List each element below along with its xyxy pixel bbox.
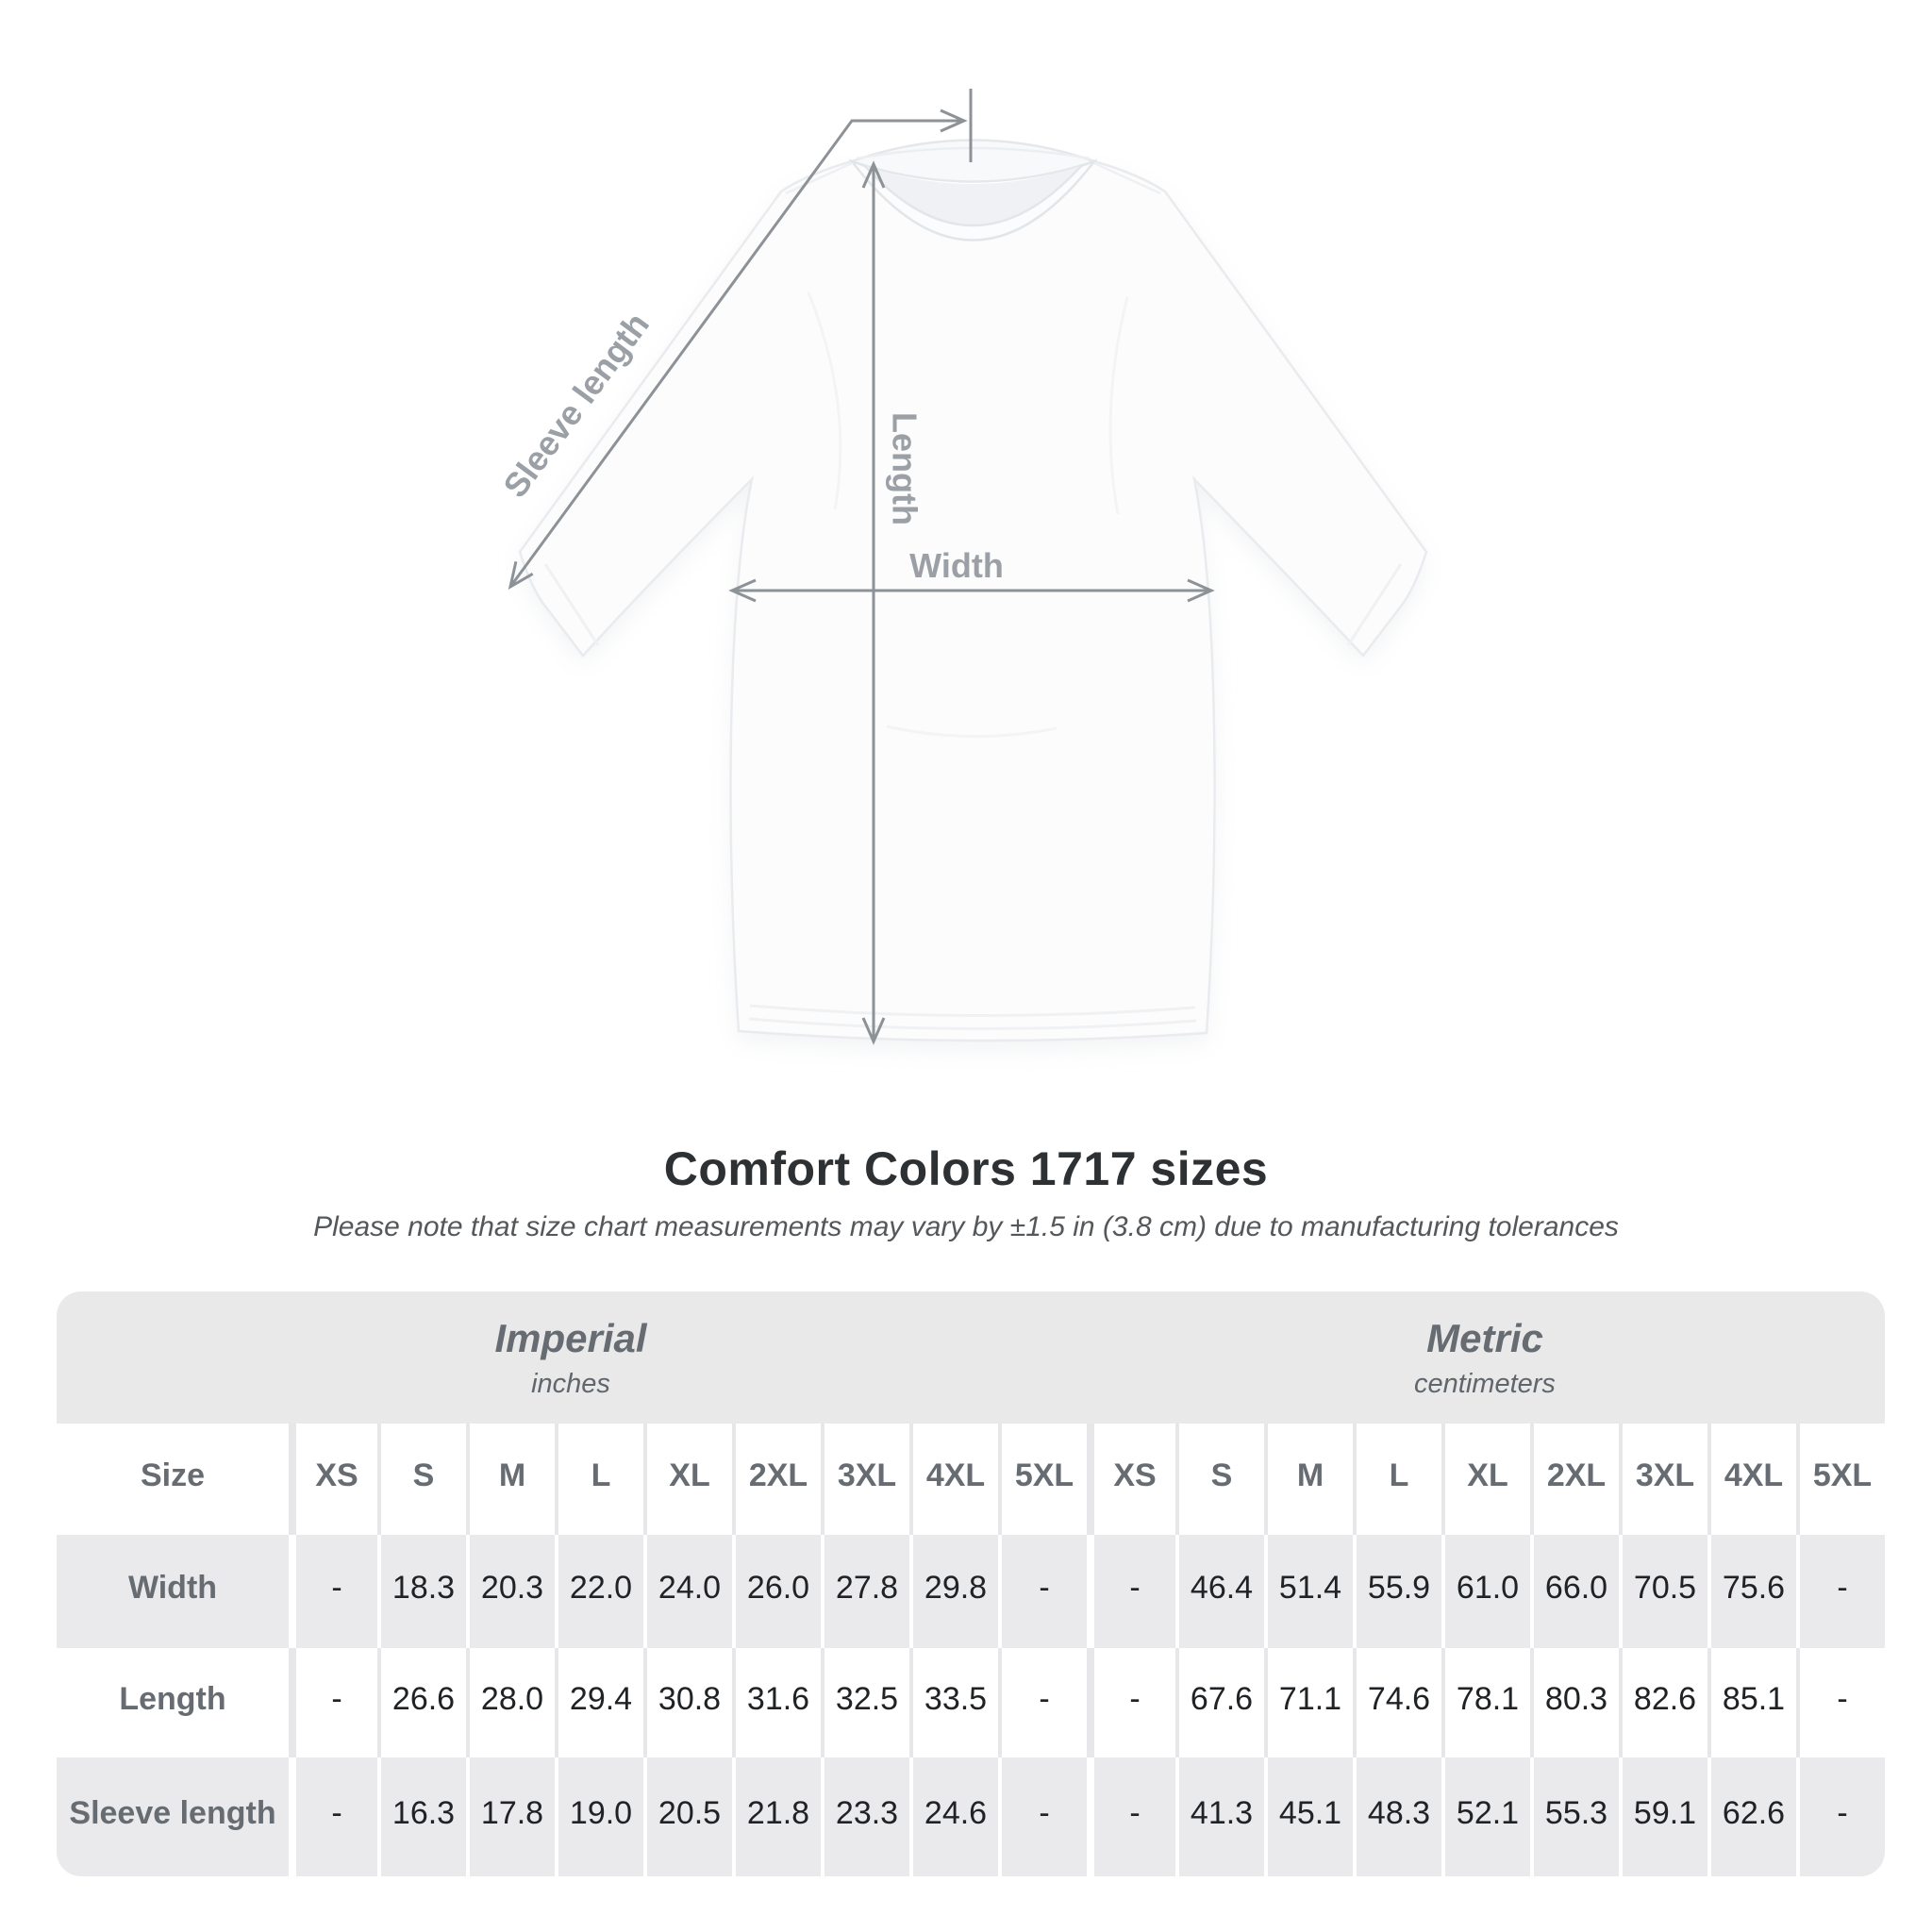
value-cell: - xyxy=(289,1757,377,1876)
value-cell: 29.8 xyxy=(909,1535,998,1648)
measurement-row-sleeve-length: Sleeve length - 16.3 17.8 19.0 20.5 21.8… xyxy=(57,1757,1885,1876)
size-header-cell: 5XL xyxy=(998,1424,1087,1535)
size-header-cell: XL xyxy=(1441,1424,1530,1535)
value-cell: 18.3 xyxy=(377,1535,466,1648)
unit-group-label: Imperial xyxy=(494,1315,647,1360)
row-label: Sleeve length xyxy=(69,1794,276,1831)
value-cell: 46.4 xyxy=(1175,1535,1264,1648)
size-header-cell: S xyxy=(377,1424,466,1535)
size-header-cell: L xyxy=(1353,1424,1441,1535)
value-cell: 28.0 xyxy=(466,1648,555,1757)
value-cell: 26.6 xyxy=(377,1648,466,1757)
value-cell: - xyxy=(1796,1757,1885,1876)
size-header-cell: 5XL xyxy=(1796,1424,1885,1535)
sleeve-length-arrow xyxy=(508,108,968,591)
value-cell: - xyxy=(289,1535,377,1648)
value-cell: - xyxy=(998,1535,1087,1648)
tshirt-body xyxy=(518,159,1428,1042)
size-header-cell: 2XL xyxy=(732,1424,821,1535)
value-cell: - xyxy=(1796,1535,1885,1648)
value-cell: 71.1 xyxy=(1264,1648,1353,1757)
value-cell: 26.0 xyxy=(732,1535,821,1648)
value-cell: 75.6 xyxy=(1707,1535,1796,1648)
size-header-cell: S xyxy=(1175,1424,1264,1535)
unit-group-units: centimeters xyxy=(1414,1368,1556,1399)
value-cell: 82.6 xyxy=(1619,1648,1707,1757)
value-cell: 20.3 xyxy=(466,1535,555,1648)
page-title: Comfort Colors 1717 sizes xyxy=(663,1142,1269,1195)
size-header-cell: 3XL xyxy=(821,1424,909,1535)
value-cell: - xyxy=(998,1757,1087,1876)
tshirt-measurement-diagram: Sleeve length Length Width xyxy=(495,89,1428,1051)
value-cell: 24.6 xyxy=(909,1757,998,1876)
value-cell: 70.5 xyxy=(1619,1535,1707,1648)
value-cell: 55.9 xyxy=(1353,1535,1441,1648)
size-header-cell: 2XL xyxy=(1530,1424,1619,1535)
value-cell: 33.5 xyxy=(909,1648,998,1757)
value-cell: 80.3 xyxy=(1530,1648,1619,1757)
row-label: Width xyxy=(127,1569,218,1606)
value-cell: 48.3 xyxy=(1353,1757,1441,1876)
unit-group-label: Metric xyxy=(1426,1315,1543,1360)
value-cell: 61.0 xyxy=(1441,1535,1530,1648)
value-cell: 78.1 xyxy=(1441,1648,1530,1757)
value-cell: 74.6 xyxy=(1353,1648,1441,1757)
value-cell: 59.1 xyxy=(1619,1757,1707,1876)
length-label: Length xyxy=(885,412,924,525)
value-cell: 51.4 xyxy=(1264,1535,1353,1648)
row-label: Length xyxy=(119,1680,226,1717)
value-cell: 85.1 xyxy=(1707,1648,1796,1757)
value-cell: 55.3 xyxy=(1530,1757,1619,1876)
value-cell: 23.3 xyxy=(821,1757,909,1876)
size-header-cell: M xyxy=(466,1424,555,1535)
value-cell: 20.5 xyxy=(643,1757,732,1876)
page-subtitle: Please note that size chart measurements… xyxy=(313,1211,1619,1242)
measurement-row-width: Width - 18.3 20.3 22.0 24.0 26.0 27.8 29… xyxy=(57,1535,1885,1648)
value-cell: 17.8 xyxy=(466,1757,555,1876)
value-cell: 30.8 xyxy=(643,1648,732,1757)
unit-group-imperial: Imperial inches xyxy=(57,1291,1085,1424)
value-cell: 19.0 xyxy=(555,1757,643,1876)
value-cell: 29.4 xyxy=(555,1648,643,1757)
value-cell: - xyxy=(1087,1648,1175,1757)
value-cell: - xyxy=(1087,1535,1175,1648)
size-column-header: Size xyxy=(140,1457,206,1493)
size-header-cell: L xyxy=(555,1424,643,1535)
size-header-cell: M xyxy=(1264,1424,1353,1535)
width-label: Width xyxy=(909,546,1004,585)
size-header-cell: 3XL xyxy=(1619,1424,1707,1535)
value-cell: 16.3 xyxy=(377,1757,466,1876)
value-cell: 41.3 xyxy=(1175,1757,1264,1876)
tshirt-hem-stitch xyxy=(748,1004,1197,1031)
value-cell: - xyxy=(289,1648,377,1757)
size-header-cell: 4XL xyxy=(1707,1424,1796,1535)
measurement-row-length: Length - 26.6 28.0 29.4 30.8 31.6 32.5 3… xyxy=(57,1648,1885,1757)
value-cell: 21.8 xyxy=(732,1757,821,1876)
value-cell: 52.1 xyxy=(1441,1757,1530,1876)
value-cell: - xyxy=(998,1648,1087,1757)
value-cell: 67.6 xyxy=(1175,1648,1264,1757)
value-cell: 45.1 xyxy=(1264,1757,1353,1876)
unit-group-metric: Metric centimeters xyxy=(1085,1291,1885,1424)
size-header-cell: XS xyxy=(1087,1424,1175,1535)
value-cell: 62.6 xyxy=(1707,1757,1796,1876)
size-header-cell: XS xyxy=(289,1424,377,1535)
value-cell: 31.6 xyxy=(732,1648,821,1757)
value-cell: - xyxy=(1796,1648,1885,1757)
size-table: Imperial inches Metric centimeters Size … xyxy=(57,1291,1885,1876)
size-header-cell: 4XL xyxy=(909,1424,998,1535)
value-cell: 22.0 xyxy=(555,1535,643,1648)
value-cell: - xyxy=(1087,1757,1175,1876)
size-header-cell: XL xyxy=(643,1424,732,1535)
value-cell: 66.0 xyxy=(1530,1535,1619,1648)
value-cell: 24.0 xyxy=(643,1535,732,1648)
size-header-row: Size XS S M L XL 2XL 3XL 4XL 5XL XS S M … xyxy=(57,1424,1885,1535)
unit-band: Imperial inches Metric centimeters xyxy=(57,1291,1885,1424)
unit-group-units: inches xyxy=(531,1368,610,1399)
value-cell: 32.5 xyxy=(821,1648,909,1757)
value-cell: 27.8 xyxy=(821,1535,909,1648)
